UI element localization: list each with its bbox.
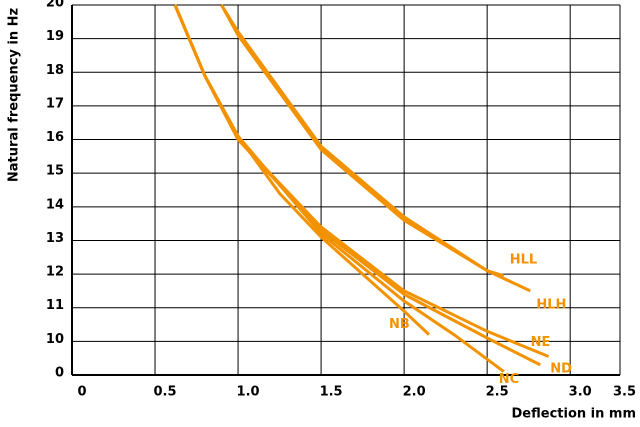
y-tick-label: 14 bbox=[46, 197, 64, 212]
series-line bbox=[220, 4, 531, 293]
series-label: NE bbox=[531, 335, 551, 350]
series-line bbox=[173, 4, 541, 367]
y-tick-label: 10 bbox=[46, 332, 64, 347]
y-tick-label: 0 bbox=[55, 366, 64, 381]
series-label: HLH bbox=[536, 297, 566, 312]
x-tick-label: 3.5 bbox=[613, 385, 636, 400]
series-label: ND bbox=[550, 361, 572, 376]
y-tick-label: 15 bbox=[46, 164, 64, 179]
x-tick-label: 3.0 bbox=[569, 385, 592, 400]
x-tick-label: 2.0 bbox=[403, 385, 426, 400]
series-label: NC bbox=[499, 372, 519, 387]
series-line bbox=[220, 4, 505, 278]
y-axis-label: Natural frequency in Hz bbox=[7, 8, 22, 182]
y-tick-label: 20 bbox=[46, 0, 64, 11]
y-tick-label: 17 bbox=[46, 96, 64, 111]
series-label: NB bbox=[389, 317, 410, 332]
x-tick-label: 1.0 bbox=[237, 385, 260, 400]
y-tick-label: 16 bbox=[46, 130, 64, 145]
series-label: HLL bbox=[510, 252, 537, 267]
y-tick-label: 13 bbox=[46, 231, 64, 246]
x-axis-label: Deflection in mm bbox=[512, 407, 636, 422]
y-tick-label: 12 bbox=[46, 265, 64, 280]
y-tick-label: 18 bbox=[46, 63, 64, 78]
y-tick-label: 19 bbox=[46, 29, 64, 44]
y-tick-label: 11 bbox=[46, 298, 64, 313]
x-tick-label: 2.5 bbox=[486, 385, 509, 400]
x-tick-label: 0 bbox=[77, 385, 86, 400]
x-tick-label: 0.5 bbox=[154, 385, 177, 400]
x-tick-label: 1.5 bbox=[320, 385, 343, 400]
